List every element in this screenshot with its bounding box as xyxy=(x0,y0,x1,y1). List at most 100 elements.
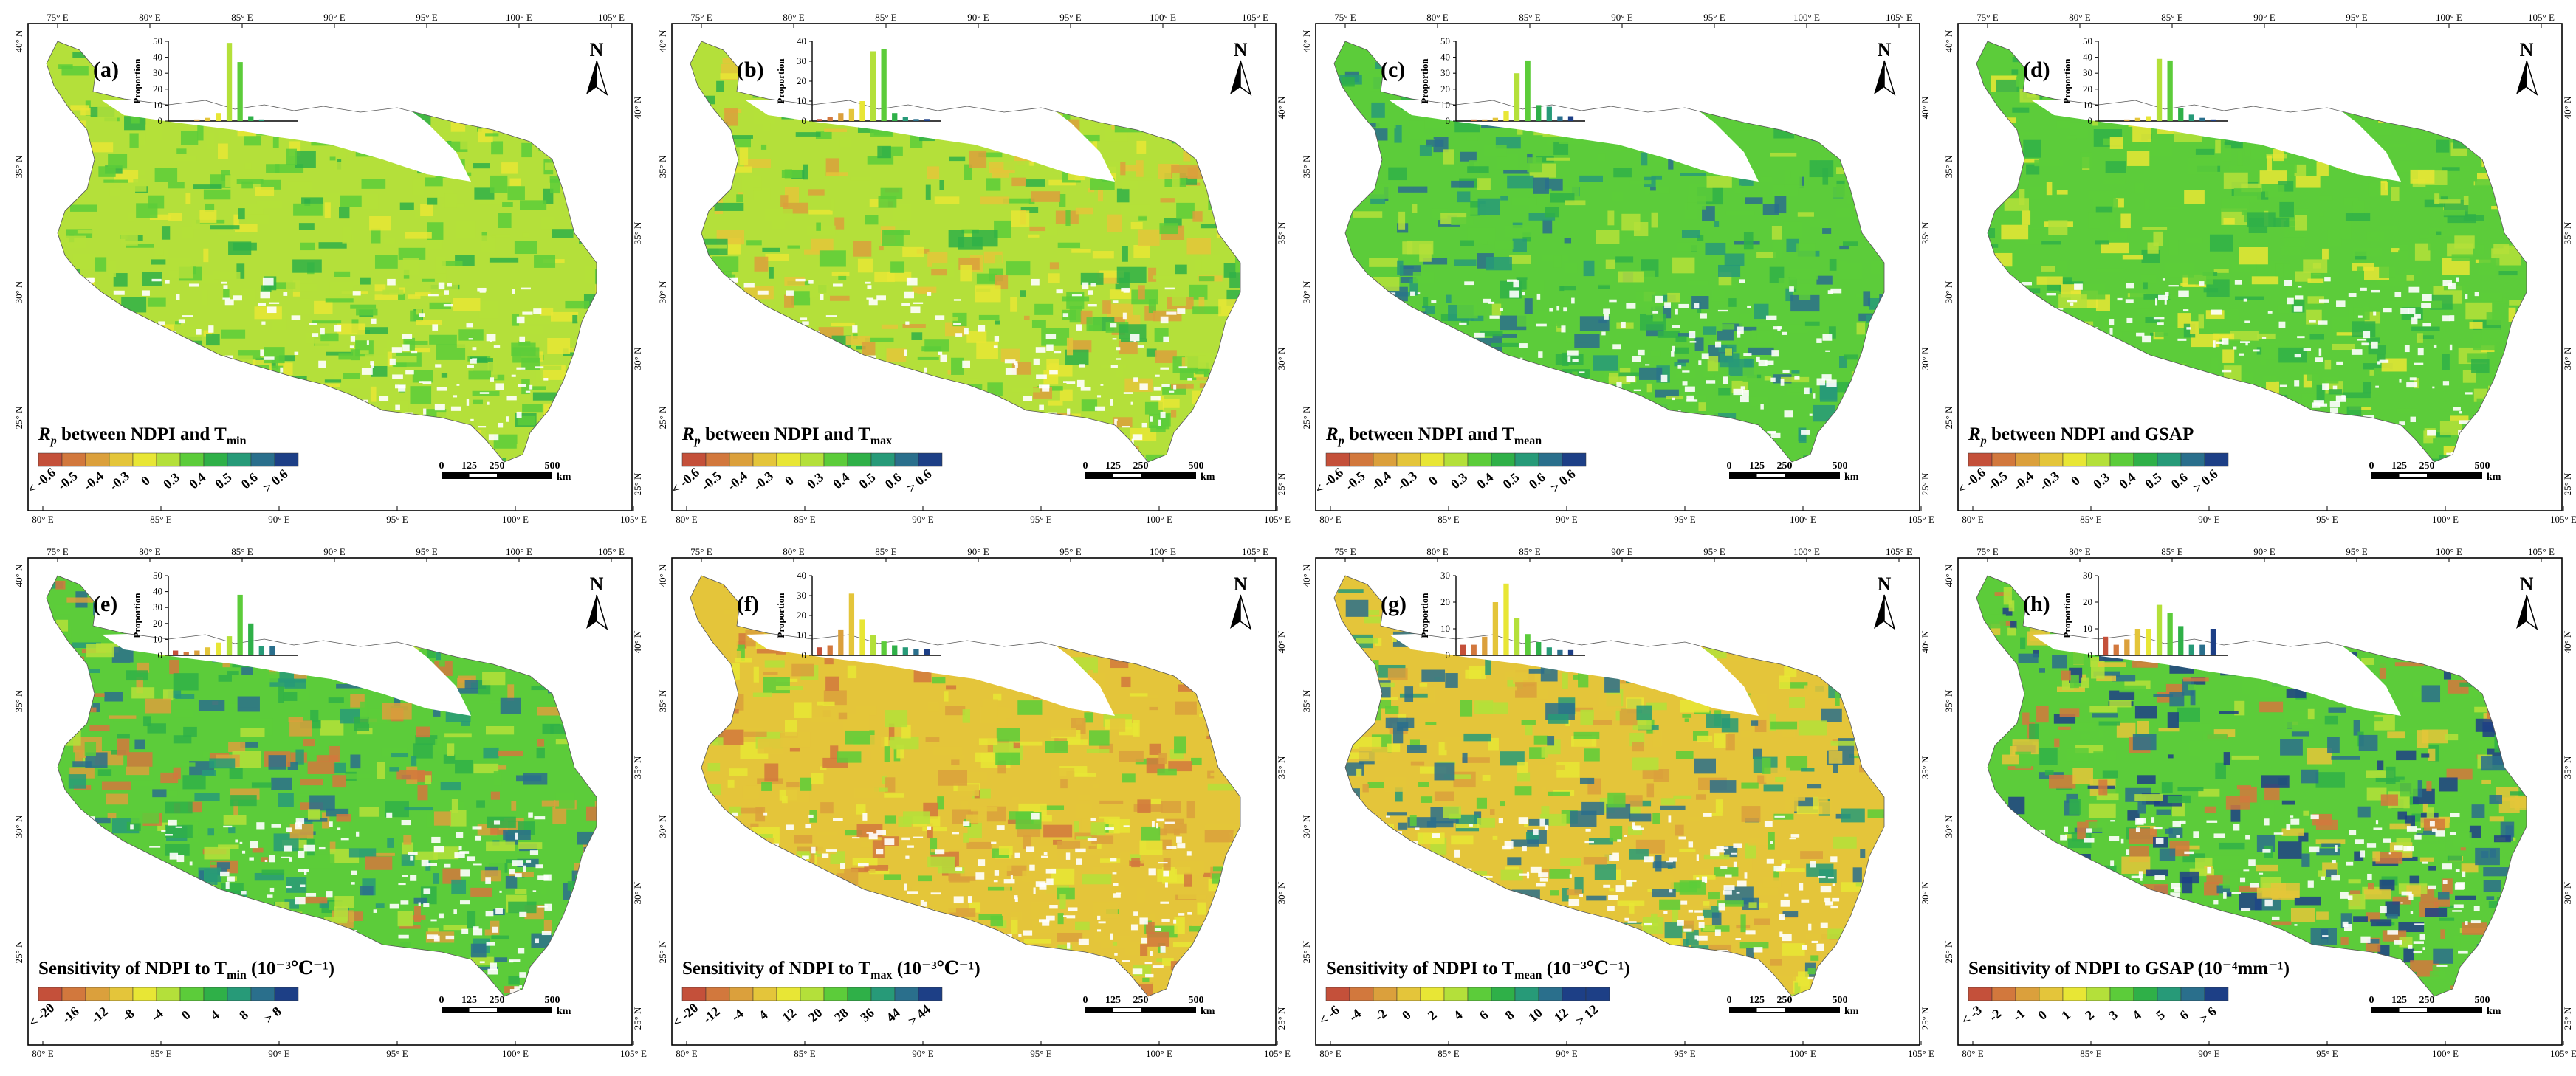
lon-tick-top: 80° E xyxy=(783,12,804,23)
legend-label: 0.5 xyxy=(212,470,234,492)
panel-label: (h) xyxy=(2023,592,2050,616)
histogram-ylabel: Proportion xyxy=(131,593,142,638)
legend-swatch xyxy=(1325,452,1350,467)
lon-tick-top: 90° E xyxy=(323,12,345,23)
lon-tick-bottom: 85° E xyxy=(1438,514,1459,524)
legend-label: 4 xyxy=(756,1007,771,1023)
lat-tick-right: 25° N xyxy=(632,472,643,495)
legend-label: 0 xyxy=(1399,1007,1414,1023)
histogram-ytick: 10 xyxy=(1440,623,1450,634)
legend-label: 0.4 xyxy=(1474,470,1496,492)
histogram-bar xyxy=(258,646,264,655)
north-label: N xyxy=(2520,39,2534,61)
scale-label: 500 xyxy=(2475,995,2490,1006)
lon-tick-bottom: 100° E xyxy=(2432,514,2459,524)
histogram-ytick: 40 xyxy=(797,570,806,581)
histogram-ylabel: Proportion xyxy=(775,593,786,638)
lon-tick-top: 90° E xyxy=(323,546,345,557)
histogram-ytick: 10 xyxy=(153,99,162,110)
lon-tick-top: 105° E xyxy=(2528,12,2555,23)
lon-tick-bottom: 105° E xyxy=(2550,514,2576,524)
lat-tick-right: 35° N xyxy=(632,221,643,244)
legend-swatch xyxy=(1373,452,1398,467)
lon-tick-bottom: 100° E xyxy=(1146,514,1172,524)
legend-label: 2 xyxy=(2082,1007,2097,1023)
north-label: N xyxy=(590,39,604,61)
lon-tick-top: 75° E xyxy=(47,546,68,557)
panel-title: Rp between NDPI and Tmin xyxy=(38,424,247,447)
legend-swatch xyxy=(2109,452,2134,467)
lon-tick-top: 85° E xyxy=(1519,546,1540,557)
legend-label: 44 xyxy=(883,1005,903,1025)
legend-swatch xyxy=(1538,452,1563,467)
legend-label: 6 xyxy=(2177,1007,2191,1023)
legend-label: 0 xyxy=(179,1007,193,1023)
lon-tick-top: 100° E xyxy=(2436,12,2462,23)
panel-title: Rp between NDPI and Tmax xyxy=(681,424,892,447)
legend-label: 4 xyxy=(1451,1007,1466,1023)
histogram-bar xyxy=(870,51,876,121)
map-panel-e: 75° E 80° E 85° E 90° E 95° E 100° E 105° E 80°… xyxy=(13,546,647,1058)
histogram-bar xyxy=(848,593,855,655)
lon-tick-top: 100° E xyxy=(1150,12,1176,23)
lon-tick-bottom: 105° E xyxy=(1908,514,1934,524)
histogram-ytick: 0 xyxy=(158,115,163,126)
color-legend: < -0.6-0.5 -0.4 -0.3 0 0.3 0.4 0.5 0.6 > 0.6 xyxy=(24,452,299,497)
histogram-ytick: 0 xyxy=(2088,649,2093,661)
panel-label: (c) xyxy=(1381,58,1405,82)
legend-label: < -20 xyxy=(26,1000,58,1030)
scale-label: 0 xyxy=(1727,995,1732,1006)
histogram-ytick: 20 xyxy=(2083,596,2092,607)
map-frame xyxy=(671,23,1277,511)
legend-label: -12 xyxy=(88,1004,111,1027)
map-panel-a: 75° E 80° E 85° E 90° E 95° E 100° E 105° E 80°… xyxy=(13,12,647,524)
scale-label: 0 xyxy=(439,995,444,1006)
lon-tick-bottom: 95° E xyxy=(2316,514,2338,524)
legend-swatch xyxy=(1514,452,1539,467)
lon-tick-bottom: 80° E xyxy=(676,1048,697,1058)
lat-tick-right: 25° N xyxy=(2562,472,2573,495)
legend-label: -0.3 xyxy=(1394,469,1420,494)
lon-tick-bottom: 95° E xyxy=(1030,1048,1051,1058)
histogram-bar xyxy=(838,113,844,121)
legend-swatch xyxy=(250,987,275,1001)
map-panel-d: 75° E 80° E 85° E 90° E 95° E 100° E 105° E 80°… xyxy=(1943,12,2576,524)
histogram-ytick: 20 xyxy=(1440,596,1450,607)
histogram-bar xyxy=(1503,111,1509,121)
lon-tick-bottom: 85° E xyxy=(150,1048,171,1058)
histogram-ytick: 20 xyxy=(153,618,162,629)
proportion-histogram: Proportion 0 10 20 30 40 xyxy=(775,35,941,126)
scale-label: 500 xyxy=(1833,461,1848,472)
legend-swatch xyxy=(38,987,63,1001)
legend-swatch xyxy=(85,452,110,467)
color-legend: < -20 -16 -12 -8 -4 0 4 8 > 8 xyxy=(26,987,299,1030)
legend-swatch xyxy=(274,987,299,1001)
legend-swatch xyxy=(1514,987,1539,1001)
histogram-ytick: 30 xyxy=(1440,67,1450,78)
histogram-ylabel: Proportion xyxy=(2061,593,2072,638)
scale-label: 250 xyxy=(490,461,505,472)
legend-label: 8 xyxy=(236,1007,251,1023)
legend-swatch xyxy=(1349,987,1374,1001)
legend-swatch xyxy=(847,987,872,1001)
histogram-ytick: 20 xyxy=(797,610,806,621)
legend-label: > 12 xyxy=(1573,1001,1601,1028)
lon-tick-top: 95° E xyxy=(416,546,437,557)
lon-tick-top: 75° E xyxy=(1976,546,1998,557)
panel-title: Rp between NDPI and Tmean xyxy=(1325,424,1542,447)
legend-swatch xyxy=(250,452,275,467)
lon-tick-bottom: 100° E xyxy=(502,514,529,524)
histogram-bar xyxy=(881,641,887,655)
raster-map xyxy=(690,576,1240,996)
legend-label: -0.4 xyxy=(1368,469,1394,494)
scale-label: 125 xyxy=(1749,461,1765,472)
north-label: N xyxy=(1878,39,1892,61)
legend-label: < -0.6 xyxy=(1312,465,1346,497)
histogram-ytick: 30 xyxy=(153,601,162,613)
map-panel-g: 75° E 80° E 85° E 90° E 95° E 100° E 105° E 80°… xyxy=(1301,546,1934,1058)
histogram-bar xyxy=(892,645,898,655)
histogram-bar xyxy=(1471,644,1477,655)
legend-swatch xyxy=(2086,452,2111,467)
raster-map xyxy=(1976,576,2527,996)
